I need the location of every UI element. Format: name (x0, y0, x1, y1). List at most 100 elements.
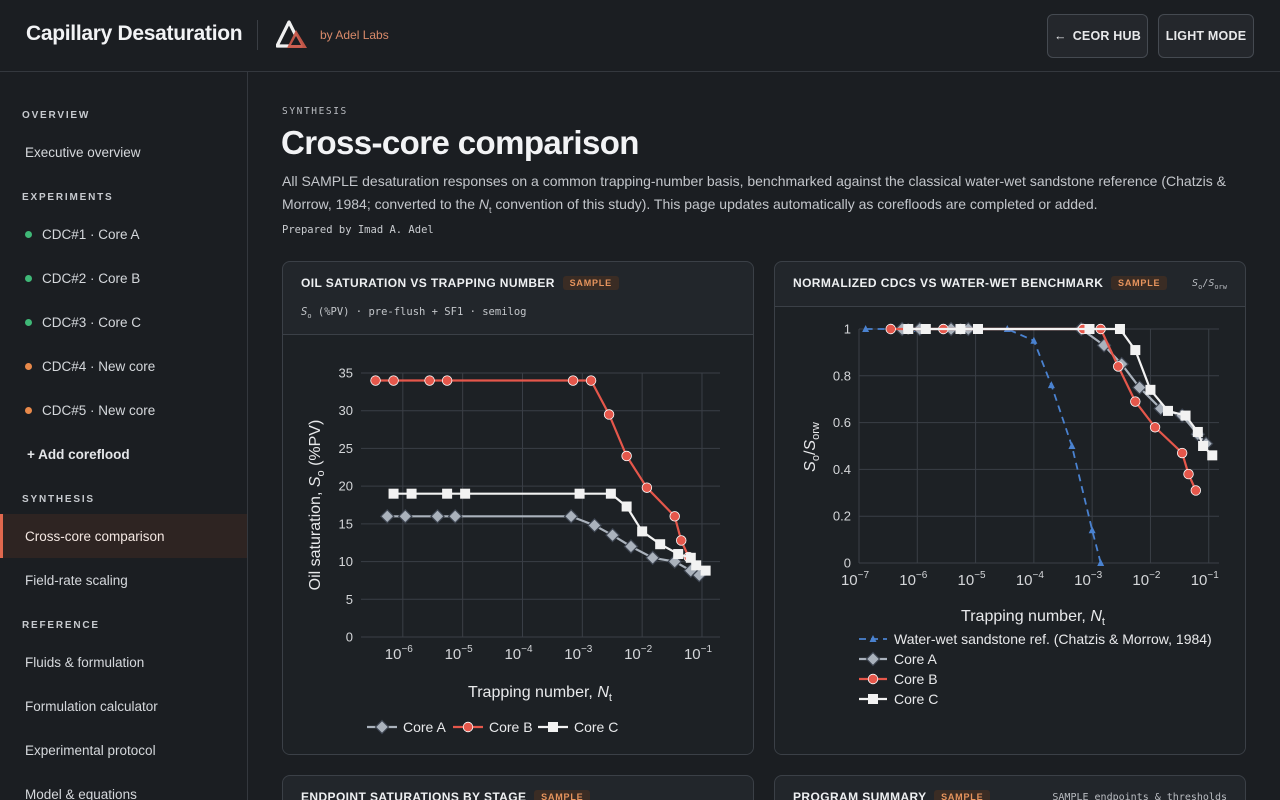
ceor-hub-button[interactable]: ← CEOR HUB (1047, 14, 1148, 58)
nav-cross-core-comparison[interactable]: Cross-core comparison (0, 514, 247, 558)
data-point (442, 488, 453, 499)
y-tick-label: 30 (339, 403, 353, 418)
data-point (1130, 345, 1141, 356)
legend-marker (869, 635, 877, 642)
chart-legend: Core A Core B Core C (367, 719, 618, 735)
nav-experiment-cdc1[interactable]: CDC#1 · Core A (0, 212, 247, 256)
nav-experiment-cdc3[interactable]: CDC#3 · Core C (0, 300, 247, 344)
nav-executive-overview[interactable]: Executive overview (25, 144, 141, 160)
x-tick-label: 10−4 (1016, 570, 1045, 589)
page-intro: All SAMPLE desaturation responses on a c… (282, 170, 1257, 222)
nav-formulation-calculator[interactable]: Formulation calculator (25, 698, 158, 714)
data-point (1114, 324, 1125, 334)
x-tick-label: 10−6 (385, 644, 414, 663)
data-point (370, 375, 381, 386)
series-core-c (388, 488, 711, 576)
card-title-text: NORMALIZED CDCS VS WATER-WET BENCHMARK (793, 276, 1104, 290)
data-point (574, 488, 585, 499)
legend-label: Core C (574, 719, 618, 735)
data-point (700, 565, 711, 576)
data-point (441, 375, 453, 386)
nav-item-label: CDC#2 · Core B (42, 270, 141, 286)
nav-fluids-formulation[interactable]: Fluids & formulation (25, 654, 145, 670)
nav-field-rate-scaling[interactable]: Field-rate scaling (25, 572, 128, 588)
data-point (447, 508, 463, 524)
data-point (605, 488, 616, 499)
arrow-left-icon: ← (1054, 29, 1067, 43)
data-point (1176, 447, 1188, 459)
y-tick-label: 0.6 (833, 415, 851, 430)
y-tick-label: 10 (339, 554, 353, 569)
data-point (1068, 442, 1076, 449)
series-line (865, 328, 1102, 564)
data-point (603, 409, 615, 420)
data-point (1084, 324, 1095, 334)
legend-marker (374, 719, 390, 735)
chart-legend: Water-wet sandstone ref. (Chatzis & Morr… (859, 631, 1212, 707)
data-point (862, 325, 870, 332)
data-point (1183, 468, 1194, 480)
data-point (641, 482, 653, 493)
card-title-text: PROGRAM SUMMARY (793, 790, 927, 800)
card-subtitle: So (%PV) · pre-flush + SF1 · semilog (301, 306, 526, 320)
data-point (645, 550, 661, 566)
data-point (397, 508, 413, 524)
data-point (1130, 396, 1141, 407)
section-label-reference: REFERENCE (22, 620, 100, 631)
y-tick-label: 0.8 (833, 368, 851, 383)
data-point (1180, 410, 1191, 421)
legend-label: Core A (894, 651, 937, 667)
legend-marker (868, 694, 878, 704)
data-point (885, 323, 896, 335)
add-coreflood-button[interactable]: + Add coreflood (27, 446, 130, 462)
data-point (424, 375, 435, 386)
x-tick-label: 10−5 (445, 644, 474, 663)
y-tick-label: 0 (844, 556, 851, 571)
data-point (460, 488, 471, 499)
sample-badge: SAMPLE (534, 790, 591, 800)
data-point (1113, 361, 1124, 372)
series-line (908, 327, 1214, 457)
legend-marker (548, 722, 558, 732)
nav-item-label: CDC#1 · Core A (42, 226, 140, 242)
adel-labs-logo-icon (276, 20, 307, 48)
series-core-a (894, 321, 1214, 452)
data-point (972, 324, 983, 334)
oil-saturation-card: OIL SATURATION VS TRAPPING NUMBER SAMPLE… (282, 261, 754, 755)
data-point (1190, 485, 1202, 496)
card-right-note: SAMPLE endpoints & thresholds (1052, 792, 1227, 800)
app-title: Capillary Desaturation (26, 22, 243, 45)
data-point (563, 508, 579, 524)
data-point (1047, 381, 1055, 389)
legend-label: Core A (403, 719, 446, 735)
x-tick-label: 10−3 (564, 644, 593, 663)
legend-label: Core B (489, 719, 533, 735)
data-point (388, 375, 399, 386)
page-title: Cross-core comparison (281, 124, 639, 161)
nav-experimental-protocol[interactable]: Experimental protocol (25, 742, 156, 758)
nav-model-equations[interactable]: Model & equations (25, 786, 137, 800)
light-mode-button[interactable]: LIGHT MODE (1158, 14, 1254, 58)
legend-marker (867, 673, 879, 685)
section-label-synthesis: SYNTHESIS (22, 494, 95, 505)
nav-experiment-cdc5[interactable]: CDC#5 · New core (0, 388, 247, 432)
x-tick-label: 10−1 (1191, 570, 1220, 589)
byline: by Adel Labs (320, 28, 389, 42)
nav-experiment-cdc4[interactable]: CDC#4 · New core (0, 344, 247, 388)
data-point (406, 488, 417, 499)
subtitle-sub: o (307, 312, 312, 321)
data-point (1149, 422, 1161, 433)
prepared-by: Prepared by Imad A. Adel (282, 224, 434, 236)
y-tick-label: 5 (346, 592, 353, 607)
nav-experiment-cdc2[interactable]: CDC#2 · Core B (0, 256, 247, 300)
data-point (1097, 559, 1105, 566)
x-tick-label: 10−4 (504, 644, 533, 663)
y-tick-label: 0.2 (833, 509, 851, 524)
norm-sub1: o (1198, 283, 1203, 291)
legend-marker (865, 651, 881, 667)
card-title-text: OIL SATURATION VS TRAPPING NUMBER (301, 276, 555, 290)
data-point (669, 511, 680, 522)
y-tick-label: 15 (339, 516, 353, 531)
y-tick-label: 35 (339, 366, 353, 381)
sample-badge: SAMPLE (1111, 276, 1168, 290)
